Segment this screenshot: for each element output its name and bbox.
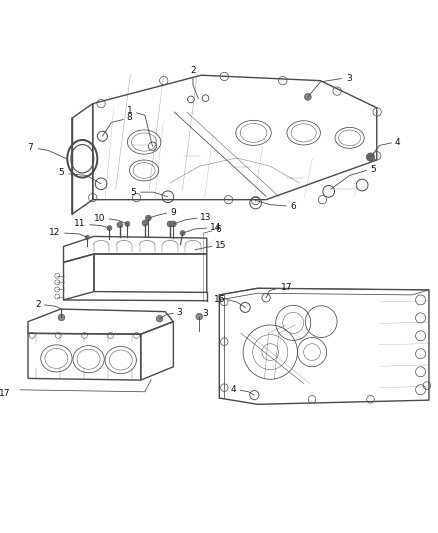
Circle shape <box>167 221 173 227</box>
Text: 3: 3 <box>346 74 352 83</box>
Circle shape <box>125 221 130 227</box>
Text: 12: 12 <box>49 228 60 237</box>
Text: 16: 16 <box>214 295 225 304</box>
Text: 9: 9 <box>170 208 176 217</box>
Text: 8: 8 <box>127 114 132 122</box>
Text: 4: 4 <box>230 385 236 394</box>
Text: 4: 4 <box>394 139 400 148</box>
Circle shape <box>304 94 311 100</box>
Circle shape <box>58 314 65 321</box>
Circle shape <box>156 316 163 322</box>
Text: 2: 2 <box>190 66 196 75</box>
Text: 1: 1 <box>127 106 132 115</box>
Circle shape <box>117 222 123 228</box>
Circle shape <box>366 153 374 161</box>
Text: 6: 6 <box>215 225 221 234</box>
Text: 6: 6 <box>290 202 296 211</box>
Text: 11: 11 <box>74 220 86 229</box>
Text: 5: 5 <box>130 188 136 197</box>
Circle shape <box>142 220 148 226</box>
Circle shape <box>170 221 176 227</box>
Text: 5: 5 <box>59 168 64 177</box>
Text: 10: 10 <box>94 214 105 223</box>
Text: 13: 13 <box>200 213 212 222</box>
Text: 2: 2 <box>35 300 41 309</box>
Text: 3: 3 <box>202 309 208 318</box>
Text: 14: 14 <box>210 223 222 232</box>
Circle shape <box>180 231 185 236</box>
Circle shape <box>107 225 112 231</box>
Text: 17: 17 <box>281 283 293 292</box>
Circle shape <box>85 235 89 239</box>
Circle shape <box>196 313 203 320</box>
Circle shape <box>145 215 151 221</box>
Text: 17: 17 <box>0 389 11 398</box>
Text: 5: 5 <box>371 165 376 174</box>
Text: 3: 3 <box>176 308 182 317</box>
Text: 7: 7 <box>28 143 33 152</box>
Text: 15: 15 <box>215 241 226 250</box>
